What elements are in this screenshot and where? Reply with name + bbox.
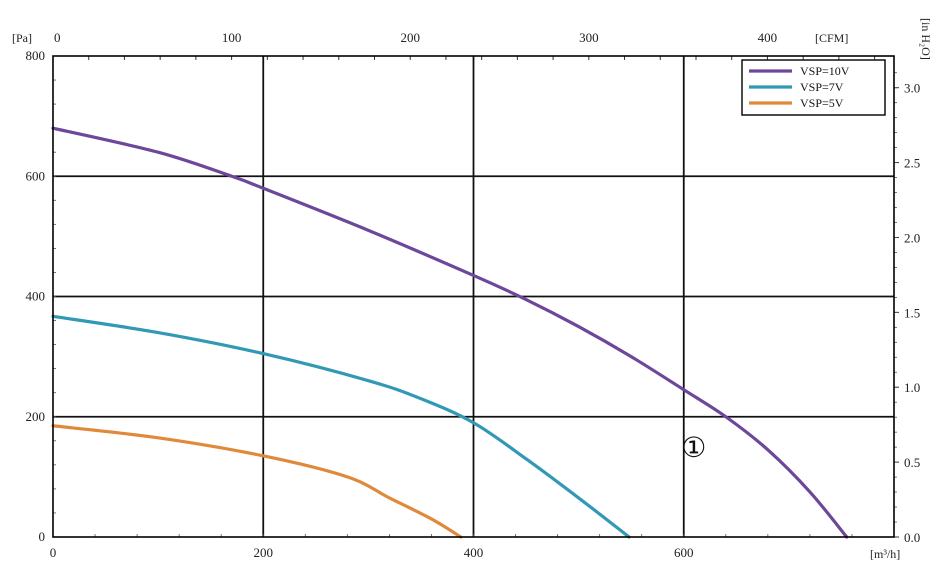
series-line-vsp-10v bbox=[51, 126, 849, 539]
series-line-vsp-7v bbox=[51, 314, 631, 539]
y-tick-label: 600 bbox=[26, 168, 46, 183]
right-tick-label: 0.5 bbox=[904, 455, 920, 470]
series-line-vsp-5v bbox=[51, 424, 463, 539]
right-axis-unit: [in H₂O] bbox=[919, 18, 933, 60]
y-tick-label: 800 bbox=[26, 48, 46, 63]
top-tick-label: 100 bbox=[222, 30, 242, 45]
legend-label-5v: VSP=5V bbox=[800, 96, 844, 110]
top-axis-unit: [CFM] bbox=[815, 31, 848, 45]
right-tick-label: 0.0 bbox=[904, 530, 920, 545]
x-tick-label: 600 bbox=[674, 545, 694, 560]
right-tick-label: 1.5 bbox=[904, 305, 920, 320]
y-tick-label: 400 bbox=[26, 289, 46, 304]
legend: VSP=10V VSP=7V VSP=5V bbox=[741, 59, 886, 116]
plot-frame bbox=[52, 55, 895, 538]
top-tick-label: 400 bbox=[758, 30, 778, 45]
x-tick-label: 400 bbox=[464, 545, 484, 560]
series-layer bbox=[51, 126, 849, 539]
y-tick-label: 0 bbox=[39, 529, 46, 544]
top-tick-label: 0 bbox=[54, 30, 61, 45]
y-axis-unit: [Pa] bbox=[12, 31, 32, 45]
top-tick-label: 200 bbox=[400, 30, 420, 45]
right-tick-label: 1.0 bbox=[904, 380, 920, 395]
right-tick-label: 2.0 bbox=[904, 230, 920, 245]
right-tick-label: 3.0 bbox=[904, 81, 920, 96]
x-tick-label: 0 bbox=[50, 545, 57, 560]
grid-layer bbox=[53, 56, 894, 537]
legend-label-7v: VSP=7V bbox=[800, 80, 844, 94]
legend-label-10v: VSP=10V bbox=[800, 64, 850, 78]
x-tick-label: 200 bbox=[254, 545, 274, 560]
y-tick-label: 200 bbox=[26, 409, 46, 424]
tick-labels: 0 200 400 600 0 200 400 600 800 0 100 200 300 400 0.0 0… bbox=[26, 30, 921, 560]
operating-point-marker: ① bbox=[681, 431, 706, 464]
top-tick-label: 300 bbox=[579, 30, 599, 45]
x-axis-unit: [m³/h] bbox=[870, 547, 900, 561]
right-tick-label: 2.5 bbox=[904, 156, 920, 171]
